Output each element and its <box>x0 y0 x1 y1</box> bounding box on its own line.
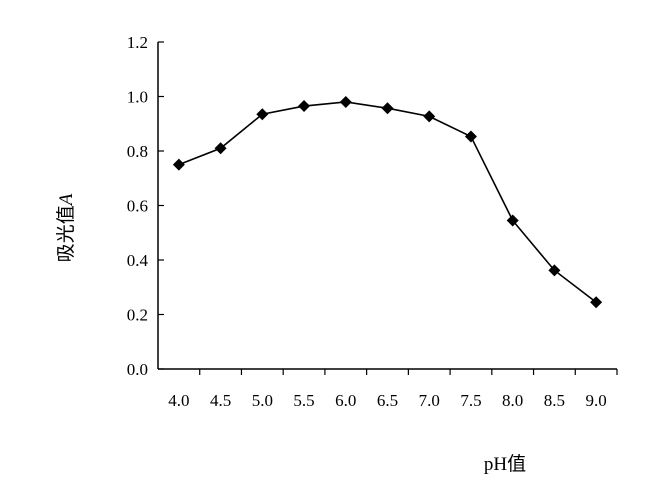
y-tick-label: 0.0 <box>127 360 148 379</box>
x-tick-label: 5.5 <box>293 391 314 410</box>
x-tick-label: 7.0 <box>419 391 440 410</box>
series-layer <box>172 95 603 309</box>
data-point-diamond <box>298 100 311 113</box>
data-point-diamond <box>590 296 603 309</box>
x-tick-label: 4.0 <box>168 391 189 410</box>
x-tick-label: 7.5 <box>460 391 481 410</box>
x-tick-label: 6.0 <box>335 391 356 410</box>
y-tick-labels: 0.0 0.2 0.4 0.6 0.8 1.0 1.2 <box>127 33 149 379</box>
series-line <box>178 101 597 303</box>
y-axis-title-text: 吸光值 <box>55 205 77 262</box>
data-point-diamond <box>548 264 561 277</box>
x-tick-label: 8.5 <box>544 391 565 410</box>
data-point-diamond <box>506 214 519 227</box>
y-axis: 0.0 0.2 0.4 0.6 0.8 1.0 1.2 <box>127 33 164 379</box>
y-tick-label: 0.4 <box>127 251 149 270</box>
y-tick-label: 0.2 <box>127 306 148 325</box>
x-tick-labels: 4.0 4.5 5.0 5.5 6.0 6.5 7.0 7.5 8.0 8.5 9.0 <box>168 391 607 410</box>
y-axis-title-italic: A <box>56 193 77 207</box>
x-tick-label: 4.5 <box>210 391 231 410</box>
x-tick-label: 5.0 <box>252 391 273 410</box>
y-axis-title: 吸光值A <box>55 193 77 262</box>
data-point-diamond <box>381 102 394 115</box>
data-point-diamond <box>464 130 477 143</box>
x-tick-label: 6.5 <box>377 391 398 410</box>
data-point-diamond <box>339 95 352 108</box>
data-point-diamond <box>214 142 227 155</box>
y-ticks <box>158 41 164 370</box>
y-tick-label: 1.0 <box>127 88 148 107</box>
y-tick-label: 0.6 <box>127 197 148 216</box>
x-ticks <box>199 369 618 375</box>
y-tick-label: 0.8 <box>127 142 148 161</box>
data-point-diamond <box>423 110 436 123</box>
y-tick-label: 1.2 <box>127 33 148 52</box>
x-axis: 4.0 4.5 5.0 5.5 6.0 6.5 7.0 7.5 8.0 8.5 9.0 <box>158 368 618 410</box>
data-point-diamond <box>256 108 269 121</box>
x-tick-label: 8.0 <box>502 391 523 410</box>
x-axis-title: pH值 <box>484 453 526 475</box>
x-tick-label: 9.0 <box>586 391 607 410</box>
data-point-diamond <box>172 158 185 171</box>
